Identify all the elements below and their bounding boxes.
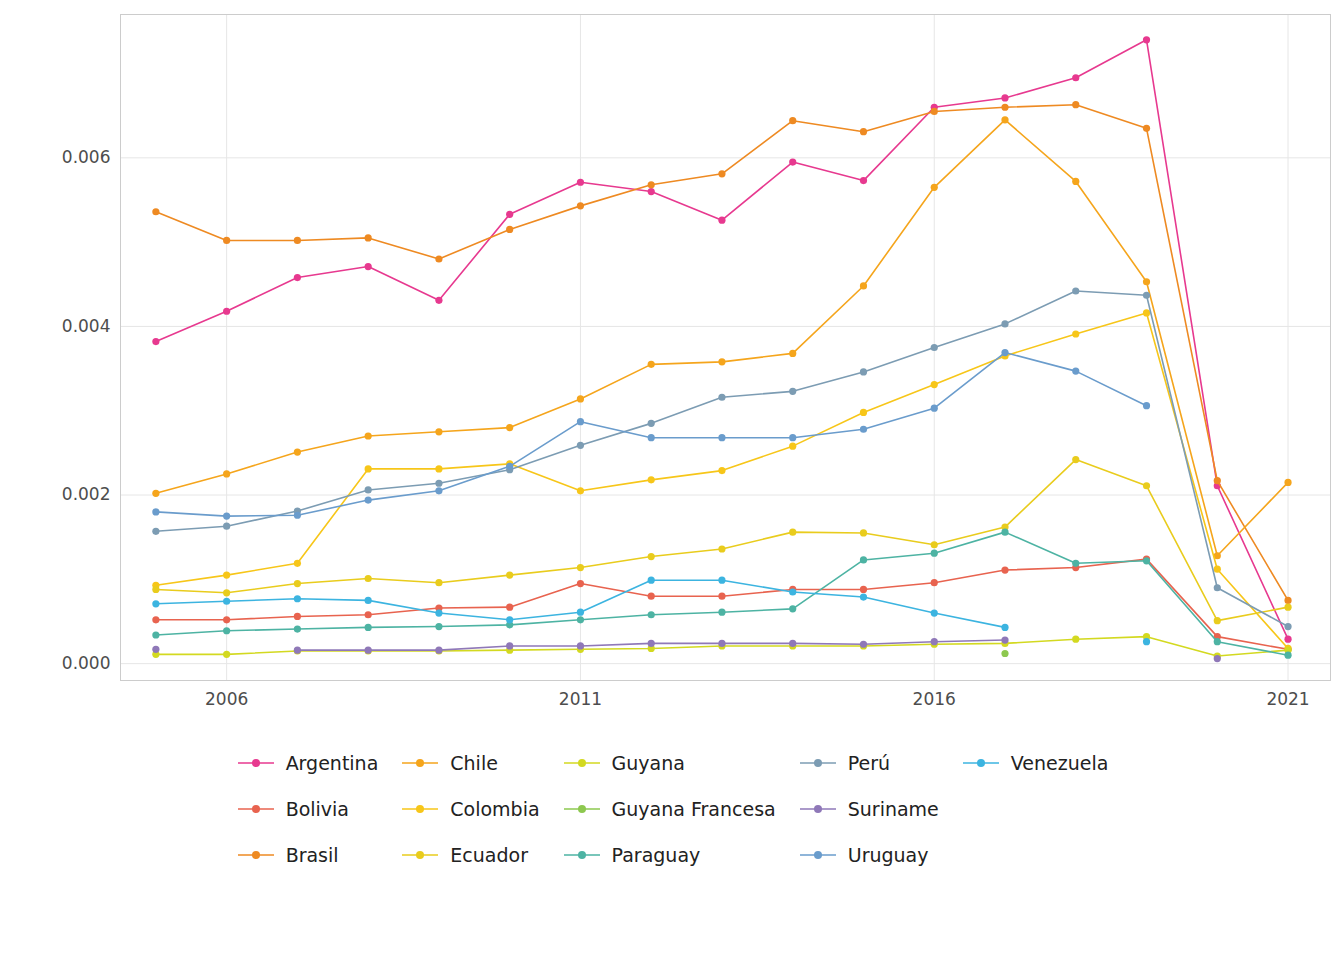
html-text:Uruguay: Uruguay — [847, 844, 929, 866]
html-text:Guyana: Guyana — [611, 752, 685, 774]
html-text:Argentina: Argentina — [285, 752, 379, 774]
html-text:Suriname: Suriname — [847, 798, 939, 820]
svg-text:2006: 2006 — [205, 689, 248, 709]
svg-text:2011: 2011 — [559, 689, 602, 709]
html-text:Guyana Francesa: Guyana Francesa — [611, 798, 776, 820]
svg-text:2016: 2016 — [913, 689, 956, 709]
svg-text:0.002: 0.002 — [62, 484, 111, 504]
html-text:Colombia: Colombia — [450, 798, 540, 820]
svg-text:0.006: 0.006 — [62, 147, 111, 167]
html-text:Venezuela: Venezuela — [1010, 752, 1109, 774]
html-text:Paraguay: Paraguay — [611, 844, 701, 866]
svg-text:2021: 2021 — [1266, 689, 1309, 709]
html-text:Chile: Chile — [450, 752, 498, 774]
html-text:Bolivia: Bolivia — [285, 798, 349, 820]
svg-text:0.000: 0.000 — [62, 653, 111, 673]
svg-text:0.004: 0.004 — [62, 316, 111, 336]
html-text:Perú: Perú — [847, 752, 890, 774]
html-text:Brasil: Brasil — [285, 844, 339, 866]
html-text:Ecuador: Ecuador — [450, 844, 528, 866]
